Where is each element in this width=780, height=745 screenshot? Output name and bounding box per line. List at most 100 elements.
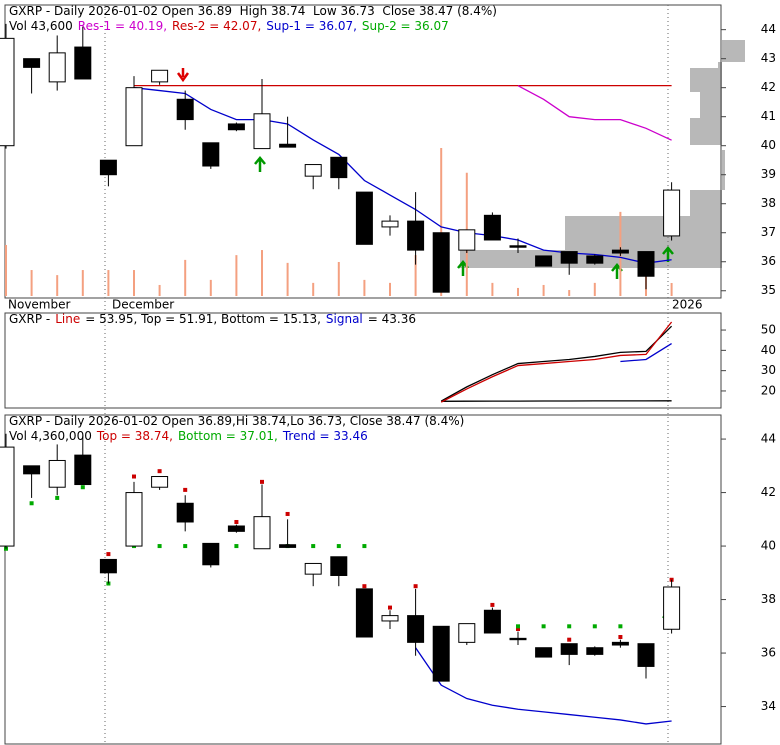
- candle-body: [586, 647, 604, 655]
- header-part: Signal: [326, 312, 363, 326]
- candle-body: [253, 516, 271, 550]
- candle-body: [560, 643, 578, 655]
- candle-body: [99, 558, 117, 574]
- candle-body: [151, 69, 169, 83]
- candle-body: [535, 647, 553, 658]
- header-part: = 53.95, Top = 51.91, Bottom = 15.13,: [85, 312, 321, 326]
- header-part: GXRP -: [9, 312, 50, 326]
- signal-dot: [567, 637, 572, 642]
- header-part: Top = 38.74,: [96, 429, 173, 443]
- panel-header: GXRP - Daily 2026-01-02 Open 36.89,Hi 38…: [9, 414, 464, 428]
- header-part: Sup-1 = 36.07,: [266, 19, 357, 33]
- panel-header: Vol 43,600 Res-1 = 40.19, Res-2 = 42.07, Su…: [9, 19, 449, 33]
- y-tick-label: 37: [761, 225, 776, 239]
- candle-body: [202, 142, 220, 167]
- header-part: Bottom = 37.01,: [178, 429, 278, 443]
- candle-body: [407, 220, 425, 251]
- y-tick-label: 43: [761, 51, 776, 65]
- panel-frame: [4, 414, 722, 745]
- signal-dot: [388, 605, 392, 610]
- candle-body: [483, 214, 501, 241]
- x-label: 2026: [672, 744, 703, 745]
- signal-dot: [234, 544, 239, 549]
- x-label: 2026: [672, 298, 703, 312]
- candle-body: [663, 189, 681, 237]
- candle-body: [560, 251, 578, 264]
- signal-dot: [413, 584, 418, 589]
- candle-body: [279, 544, 297, 548]
- volume-profile: [460, 40, 745, 268]
- candle-body: [227, 123, 245, 131]
- signal-dot: [516, 626, 520, 631]
- signal-dot: [106, 552, 111, 557]
- candle-body: [176, 98, 194, 121]
- signal-dot: [234, 519, 239, 524]
- y-tick-label: 30: [761, 363, 776, 377]
- signal-dot: [592, 624, 597, 629]
- series-line: [133, 87, 672, 264]
- candle-body: [355, 588, 373, 638]
- candle-body: [637, 643, 655, 667]
- header-part: Vol 4,360,000: [9, 429, 92, 443]
- candle-body: [432, 232, 450, 293]
- signal-dot: [80, 485, 85, 490]
- candle-body: [330, 556, 348, 576]
- y-tick-label: 36: [761, 254, 776, 268]
- series-line: [620, 342, 672, 363]
- signal-dot: [183, 544, 188, 549]
- candle-body: [176, 502, 194, 523]
- candle-body: [48, 459, 66, 488]
- candle-body: [0, 446, 15, 547]
- header-part: GXRP - Daily 2026-01-02 Open 36.89,Hi 38…: [9, 414, 464, 428]
- x-label: November: [8, 298, 70, 312]
- candle-body: [535, 255, 553, 267]
- y-tick-label: 20: [761, 383, 776, 397]
- candle-body: [23, 58, 41, 68]
- candle-body: [125, 87, 143, 147]
- panel-header: GXRP - Line = 53.95, Top = 51.91, Bottom =…: [9, 312, 416, 326]
- signal-dot: [55, 495, 60, 500]
- candle-body: [483, 609, 501, 634]
- y-tick-label: 50: [761, 323, 776, 337]
- candle-body: [125, 492, 143, 547]
- signal-dot: [618, 635, 623, 640]
- candle-body: [458, 229, 476, 251]
- y-tick-label: 44: [761, 22, 776, 36]
- signal-dot: [183, 487, 188, 492]
- candle-body: [304, 164, 322, 177]
- panel-header: GXRP - Daily 2026-01-02 Open 36.89 High …: [9, 4, 497, 18]
- signal-dot: [362, 584, 367, 589]
- header-part: Line: [55, 312, 80, 326]
- signal-dot: [516, 624, 520, 629]
- candle-body: [458, 623, 476, 643]
- signal-dot: [541, 624, 546, 629]
- header-part: Vol 43,600: [9, 19, 73, 33]
- header-part: Res-1 = 40.19,: [78, 19, 167, 33]
- signal-dot: [618, 624, 623, 629]
- signal-dot: [132, 474, 136, 479]
- signal-dot: [260, 479, 264, 484]
- panel-header: Vol 4,360,000 Top = 38.74, Bottom = 37.01,…: [9, 429, 368, 443]
- series-line: [440, 321, 673, 403]
- candle-body: [202, 542, 220, 566]
- candle-body: [0, 37, 15, 147]
- header-part: Res-2 = 42.07,: [172, 19, 261, 33]
- y-tick-label: 44: [761, 432, 776, 446]
- candle-body: [99, 159, 117, 176]
- y-tick-label: 42: [761, 485, 776, 499]
- x-label: December: [112, 298, 174, 312]
- candle-body: [509, 637, 527, 641]
- signal-dot: [362, 544, 367, 549]
- candle-body: [432, 625, 450, 682]
- candle-body: [663, 586, 681, 630]
- candle-body: [227, 525, 245, 532]
- candle-body: [279, 143, 297, 148]
- candle-body: [74, 46, 92, 80]
- signal-dot: [29, 501, 34, 506]
- header-part: Trend = 33.46: [282, 429, 368, 443]
- candle-body: [23, 465, 41, 475]
- candle-body: [355, 191, 373, 245]
- panel-frame: [4, 4, 722, 299]
